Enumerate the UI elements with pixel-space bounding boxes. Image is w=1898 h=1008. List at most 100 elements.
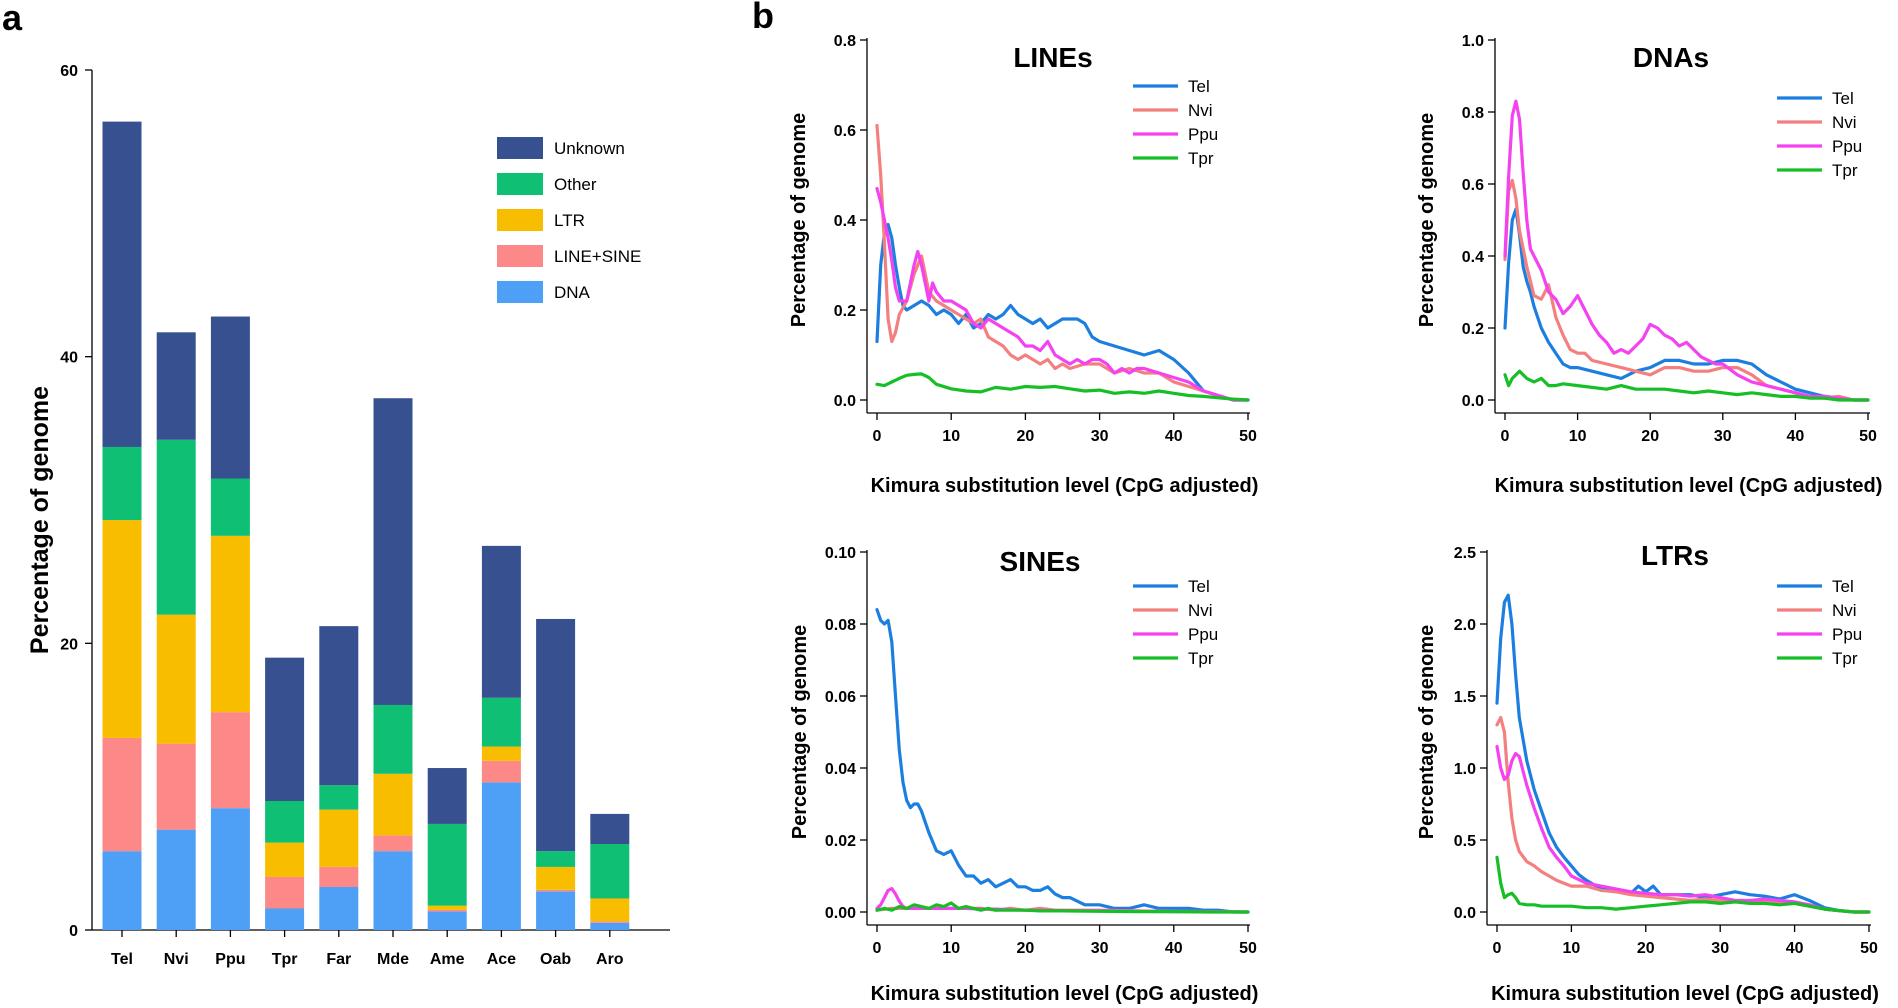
bar-segment-tel-unknown: [102, 121, 142, 447]
legend-label-tel: Tel: [1188, 77, 1210, 96]
legend-swatch-unknown: [497, 137, 543, 159]
line-chart-ltrs: 0.0 0.5 1.0 1.5 2.0 2.5 0 10 20 30 40 50 Percentage …: [1416, 540, 1879, 1005]
bar-segment-ppu-unknown: [210, 316, 250, 479]
y-tick-label: 0.2: [1462, 321, 1484, 338]
x-tick-label: 40: [1786, 940, 1804, 957]
chart-title: DNAs: [1633, 42, 1709, 73]
bar-segment-ppu-ltr: [210, 535, 250, 713]
x-tick-label-ace: Ace: [487, 951, 516, 968]
y-tick-label: 0.6: [1462, 177, 1484, 194]
y-tick-label: 0: [69, 923, 78, 940]
legend-swatch-dna: [497, 281, 543, 303]
series-line-nvi: [1503, 178, 1870, 402]
x-tick-label: 50: [1860, 940, 1878, 957]
y-tick-label: 0.2: [834, 303, 856, 320]
y-axis-label: Percentage of genome: [1416, 113, 1438, 328]
bar-segment-ame-other: [427, 823, 467, 906]
legend-label-tpr: Tpr: [1188, 149, 1214, 168]
y-tick-label: 0.8: [1462, 105, 1484, 122]
legend-swatch-ltr: [497, 209, 543, 231]
panel-label-b: b: [752, 0, 774, 36]
y-tick-label: 0.0: [1454, 905, 1476, 922]
bar-segment-mde-unknown: [373, 398, 413, 705]
y-tick-label: 0.00: [825, 905, 856, 922]
x-tick-label: 50: [1859, 428, 1877, 445]
bar-segment-nvi-dna: [156, 829, 196, 930]
series-line-nvi: [1495, 715, 1871, 914]
legend-label-line-sine: LINE+SINE: [554, 247, 641, 266]
legend-label-ppu: Ppu: [1832, 625, 1862, 644]
x-tick-label: 0: [873, 428, 882, 445]
bar-segment-nvi-ltr: [156, 614, 196, 744]
bar-segment-aro-other: [590, 844, 630, 899]
legend-label-dna: DNA: [554, 283, 591, 302]
x-tick-label: 50: [1239, 940, 1257, 957]
bar-segment-nvi-other: [156, 439, 196, 615]
legend-label-tpr: Tpr: [1832, 161, 1858, 180]
y-tick-label: 0.4: [834, 213, 856, 230]
bar-segment-ame-unknown: [427, 768, 467, 824]
series-line-ppu: [1495, 744, 1871, 914]
x-tick-label: 40: [1787, 428, 1805, 445]
legend-label-tpr: Tpr: [1832, 649, 1858, 668]
bar-segment-mde-dna: [373, 851, 413, 930]
legend-label-tel: Tel: [1832, 577, 1854, 596]
series-line-ppu: [875, 186, 1250, 402]
bar-segment-far-dna: [319, 887, 359, 930]
bar-segment-ame-line-sine: [427, 909, 467, 912]
legend-label-ppu: Ppu: [1188, 125, 1218, 144]
x-tick-label-nvi: Nvi: [164, 951, 189, 968]
bar-segment-aro-unknown: [590, 813, 630, 844]
bar-segment-ace-other: [481, 697, 521, 747]
x-tick-label: 40: [1165, 940, 1183, 957]
y-tick-label: 0.0: [834, 393, 856, 410]
bar-segment-tpr-unknown: [265, 657, 305, 801]
x-tick-label: 0: [1493, 940, 1502, 957]
x-tick-label: 0: [1501, 428, 1510, 445]
panel-label-a: a: [2, 0, 23, 38]
stacked-bar-chart: 0 20 40 60 Percentage of genome Tel Nvi Ppu Tpr F…: [26, 63, 670, 968]
x-axis-label: Kimura substitution level (CpG adjusted): [871, 475, 1259, 497]
x-tick-label-ame: Ame: [430, 951, 465, 968]
y-tick-label: 0.10: [825, 545, 856, 562]
legend-label-ltr: LTR: [554, 211, 585, 230]
bar-segment-oab-line-sine: [536, 889, 576, 892]
legend-swatch-other: [497, 173, 543, 195]
y-tick-label: 0.06: [825, 689, 856, 706]
x-tick-label-ppu: Ppu: [215, 951, 245, 968]
bar-segment-tpr-ltr: [265, 842, 305, 877]
x-tick-label-far: Far: [326, 951, 351, 968]
series-line-tpr: [875, 372, 1250, 402]
x-tick-label-aro: Aro: [596, 951, 624, 968]
legend-label-ppu: Ppu: [1188, 625, 1218, 644]
y-tick-label: 40: [60, 350, 78, 367]
y-axis-label: Percentage of genome: [26, 386, 54, 654]
series-line-tpr: [1503, 369, 1870, 402]
series-line-tpr: [1495, 855, 1871, 914]
y-axis-label: Percentage of genome: [788, 113, 810, 328]
y-tick-label: 0.4: [1462, 249, 1484, 266]
bar-segment-tpr-other: [265, 801, 305, 843]
bar-segment-oab-unknown: [536, 618, 576, 852]
y-tick-label: 20: [60, 636, 78, 653]
x-axis-label: Kimura substitution level (CpG adjusted): [1491, 983, 1879, 1005]
y-tick-label: 1.5: [1454, 689, 1476, 706]
x-tick-label: 50: [1239, 428, 1257, 445]
y-axis-label: Percentage of genome: [789, 625, 811, 840]
y-tick-label: 0.6: [834, 123, 856, 140]
y-axis-label: Percentage of genome: [1416, 625, 1438, 840]
y-tick-label: 0.8: [834, 33, 856, 50]
bar-segment-ace-dna: [481, 782, 521, 930]
bar-segment-far-unknown: [319, 626, 359, 786]
bar-segment-ace-line-sine: [481, 760, 521, 783]
legend-label-ppu: Ppu: [1832, 137, 1862, 156]
legend-swatch-line-sine: [497, 245, 543, 267]
series-line-tel: [875, 607, 1250, 914]
x-axis-label: Kimura substitution level (CpG adjusted): [1495, 475, 1883, 497]
x-tick-label: 10: [942, 940, 960, 957]
bar-segment-aro-line-sine: [590, 921, 630, 923]
series-line-nvi: [875, 123, 1250, 402]
series-line-tel: [1503, 207, 1870, 402]
legend-label-tpr: Tpr: [1188, 649, 1214, 668]
